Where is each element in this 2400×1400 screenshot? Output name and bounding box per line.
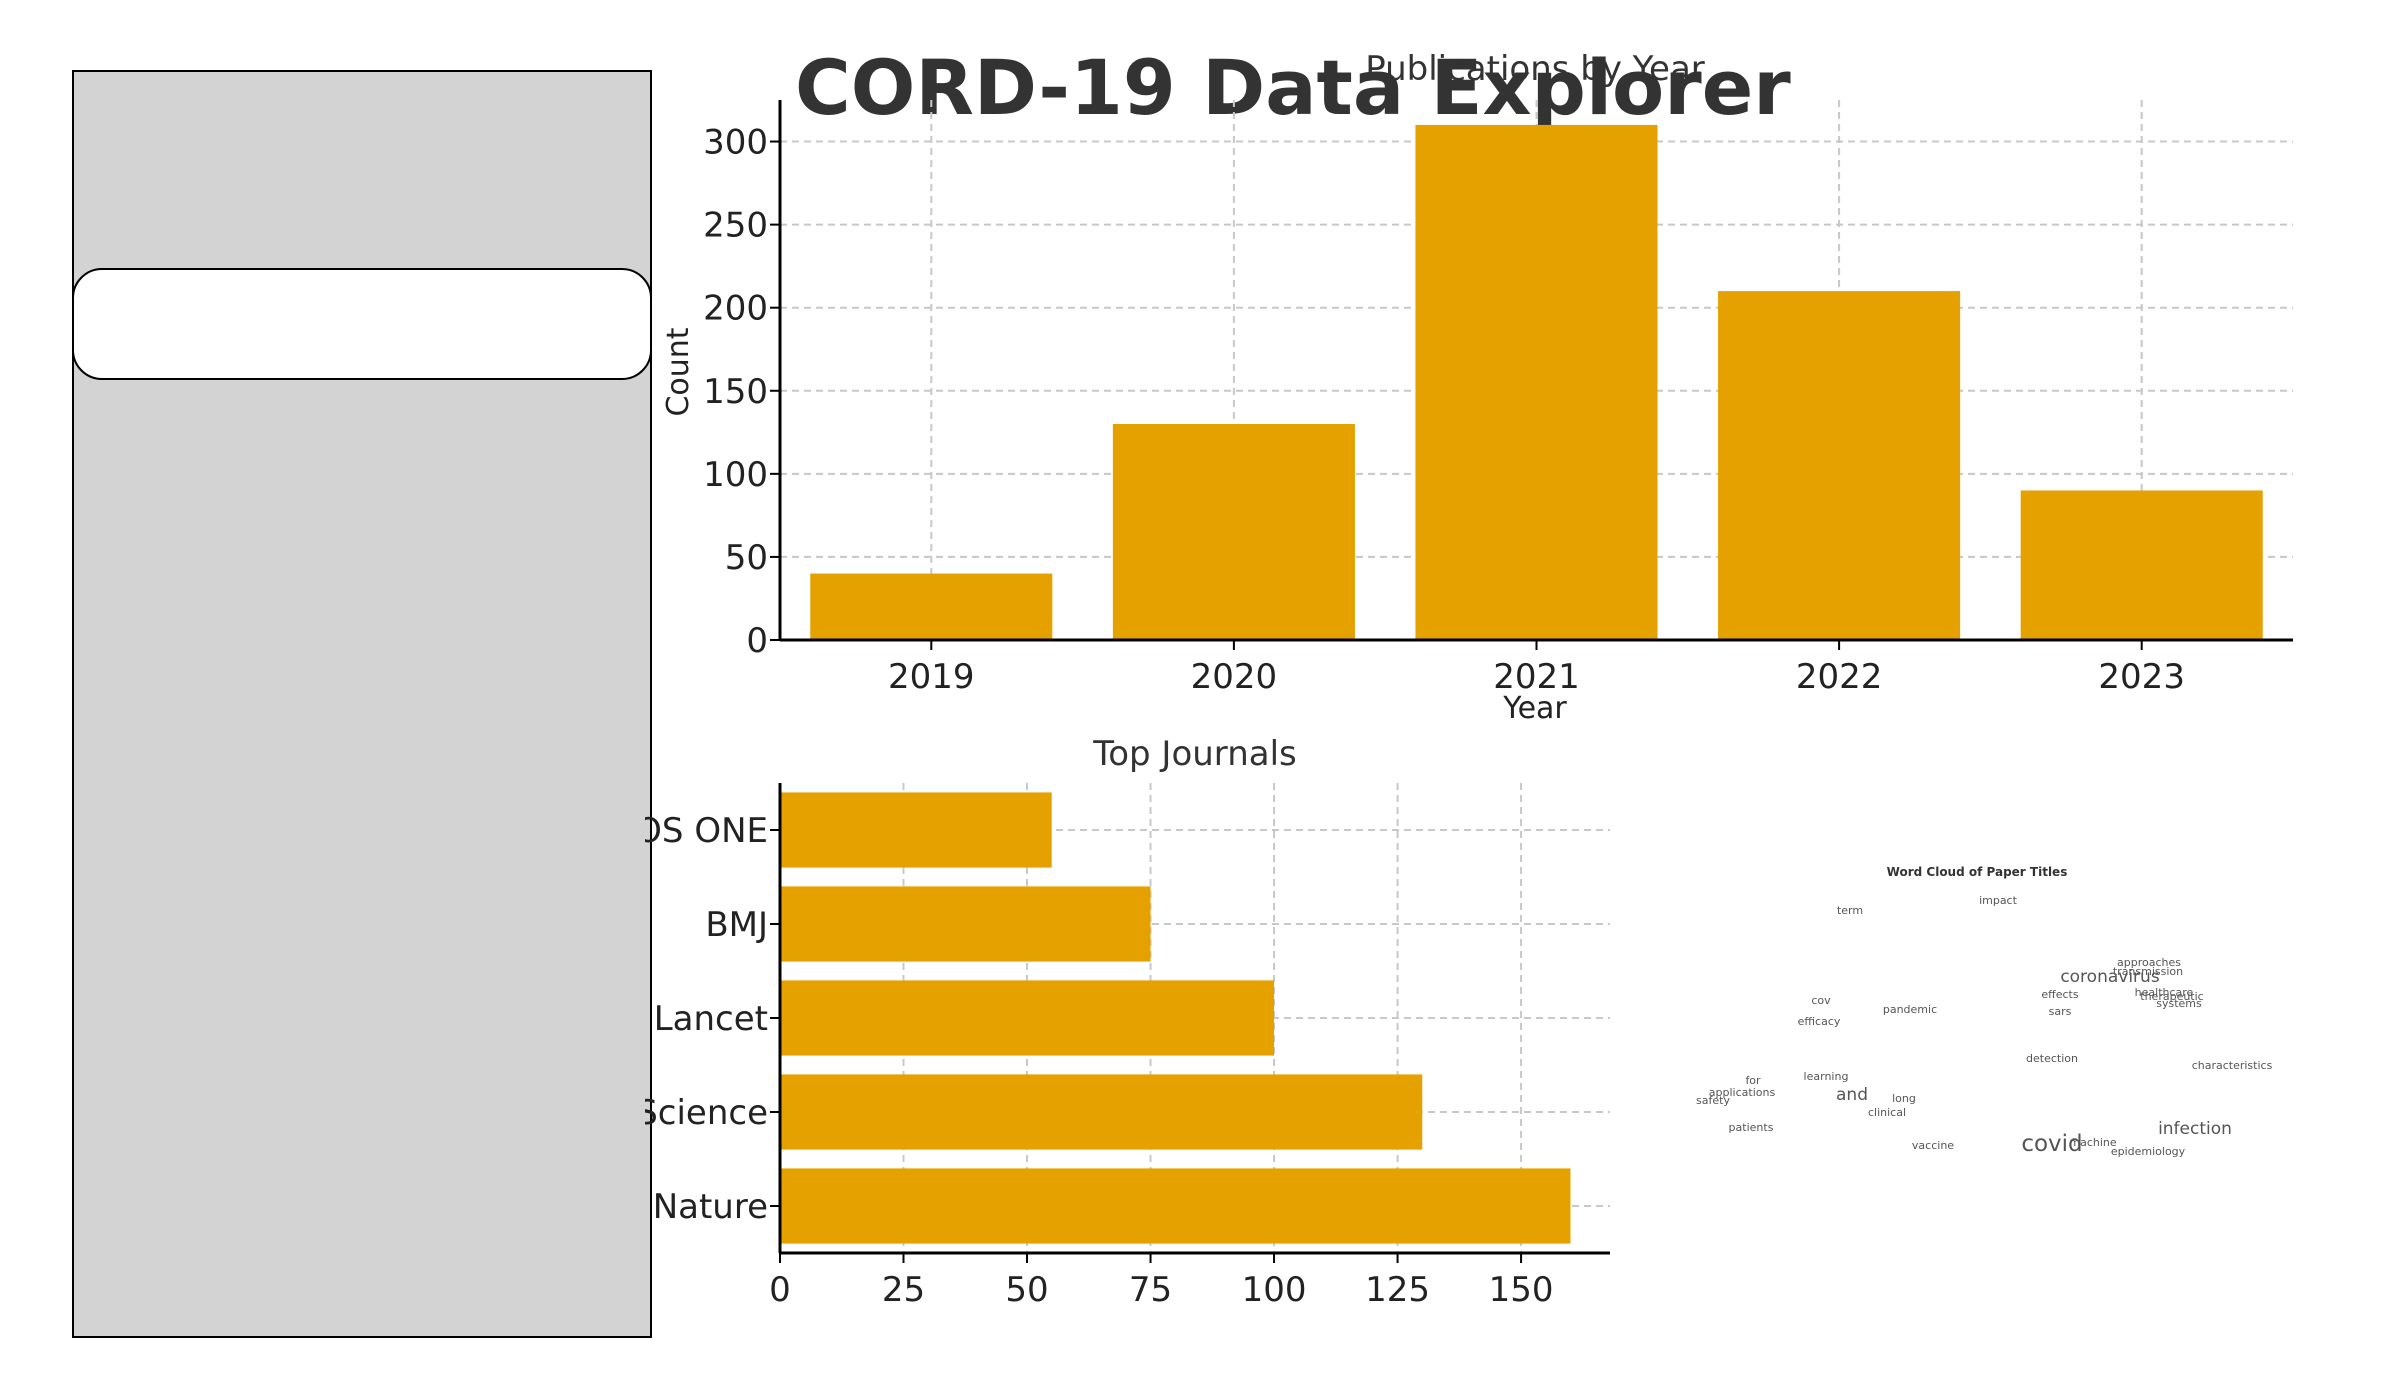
word-cloud-word: term xyxy=(1837,904,1863,917)
chart2-bar xyxy=(780,980,1275,1056)
word-cloud-word: machine xyxy=(2069,1136,2117,1149)
chart1-x-tick-label: 2021 xyxy=(1493,657,1580,697)
chart2-category-labels: PLOS ONE BMJ Lancet Science Nature xyxy=(597,811,768,1227)
chart1-x-tick-label: 2020 xyxy=(1191,657,1278,697)
word-cloud-word: and xyxy=(1836,1085,1868,1105)
word-cloud-word: coronavirus xyxy=(2060,967,2160,987)
chart2-x-tick-label: 100 xyxy=(1242,1270,1307,1310)
chart2-category-label: Nature xyxy=(653,1187,768,1227)
word-cloud-word: cov xyxy=(1811,994,1831,1007)
chart2-category-label: PLOS ONE xyxy=(597,811,768,851)
word-cloud-word: sars xyxy=(2049,1005,2072,1018)
word-cloud-word: clinical xyxy=(1868,1106,1906,1119)
chart1-y-tick-label: 100 xyxy=(703,455,768,495)
chart1-x-tick-label: 2023 xyxy=(2098,657,2185,697)
chart1-y-axis-label: Count xyxy=(661,327,696,416)
word-cloud-word: learning xyxy=(1804,1070,1849,1083)
chart1-bar xyxy=(810,573,1053,640)
chart2-x-tick-label: 0 xyxy=(769,1270,791,1310)
word-cloud-word: applications xyxy=(1709,1086,1776,1099)
word-cloud-word: infection xyxy=(2158,1119,2232,1139)
word-cloud-word: for xyxy=(1745,1074,1761,1087)
publications-by-year-chart: 0 50 100 150 200 250 300 2019 2020 2021 2022 2023 P… xyxy=(661,49,2293,726)
chart1-x-tick-label: 2022 xyxy=(1796,657,1883,697)
chart1-axes xyxy=(770,100,2293,650)
chart1-tick-labels: 0 50 100 150 200 250 300 2019 2020 2021 2022 2023 xyxy=(703,123,2185,697)
word-cloud-word: approaches xyxy=(2117,956,2181,969)
word-cloud-word: pandemic xyxy=(1883,1003,1937,1016)
word-cloud-word: systems xyxy=(2156,997,2202,1010)
word-cloud-word: characteristics xyxy=(2192,1059,2273,1072)
chart1-bar xyxy=(1112,424,1355,640)
top-journals-chart: 0 25 50 75 100 125 150 PLOS ONE BMJ Lancet Scienc… xyxy=(597,734,1610,1310)
chart1-title: Publications by Year xyxy=(1365,49,1705,89)
chart1-y-tick-label: 250 xyxy=(703,206,768,246)
chart2-category-label: BMJ xyxy=(705,905,768,945)
word-cloud-word: vaccine xyxy=(1912,1139,1954,1152)
chart2-axes xyxy=(770,783,1610,1263)
chart1-y-tick-label: 300 xyxy=(703,123,768,163)
word-cloud-word: therapeutic xyxy=(2140,990,2203,1003)
chart1-bar xyxy=(1718,291,1961,640)
chart2-category-label: Science xyxy=(636,1093,768,1133)
word-cloud-word: covid xyxy=(2021,1131,2082,1157)
word-cloud-word: patients xyxy=(1729,1121,1774,1134)
chart2-x-tick-label: 25 xyxy=(882,1270,925,1310)
word-cloud-word: detection xyxy=(2026,1052,2078,1065)
sidebar-input-box[interactable] xyxy=(72,268,652,380)
chart1-x-axis-label: Year xyxy=(1502,691,1567,726)
chart2-x-tick-label: 150 xyxy=(1489,1270,1554,1310)
chart2-x-tick-label: 125 xyxy=(1365,1270,1430,1310)
word-cloud-word: long xyxy=(1892,1092,1916,1105)
chart2-title: Top Journals xyxy=(1092,734,1297,774)
chart1-y-tick-label: 50 xyxy=(725,538,768,578)
word-cloud-word: safety xyxy=(1696,1094,1730,1107)
word-cloud-title: Word Cloud of Paper Titles xyxy=(1887,865,2068,879)
chart2-bar xyxy=(780,1168,1571,1244)
chart1-bar xyxy=(2020,490,2263,640)
page-title: CORD-19 Data Explorer xyxy=(795,43,1791,132)
word-cloud-word: epidemiology xyxy=(2111,1145,2186,1158)
word-cloud-word: transmission xyxy=(2113,965,2183,978)
chart1-bars xyxy=(810,124,2263,640)
chart2-bar xyxy=(780,792,1052,868)
word-cloud-word: efficacy xyxy=(1798,1015,1841,1028)
chart2-bar xyxy=(780,886,1151,962)
word-cloud-word: healthcare xyxy=(2135,986,2194,999)
word-cloud-words: term impact approachestransmissioncoronavi… xyxy=(1696,894,2273,1158)
chart2-tick-labels: 0 25 50 75 100 125 150 xyxy=(769,1270,1553,1310)
chart1-y-tick-label: 0 xyxy=(746,621,768,661)
chart1-x-tick-label: 2019 xyxy=(888,657,975,697)
word-cloud-word: effects xyxy=(2041,988,2078,1001)
chart2-bar xyxy=(780,1074,1423,1150)
word-cloud: Word Cloud of Paper Titles term impact app… xyxy=(1696,865,2273,1158)
chart2-category-label: Lancet xyxy=(654,999,768,1039)
chart2-x-tick-label: 75 xyxy=(1129,1270,1172,1310)
chart1-bar xyxy=(1415,124,1658,640)
chart2-bars xyxy=(780,792,1571,1244)
chart2-x-tick-label: 50 xyxy=(1005,1270,1048,1310)
chart1-y-tick-label: 150 xyxy=(703,372,768,412)
chart1-y-tick-label: 200 xyxy=(703,289,768,329)
word-cloud-word: impact xyxy=(1979,894,2018,907)
